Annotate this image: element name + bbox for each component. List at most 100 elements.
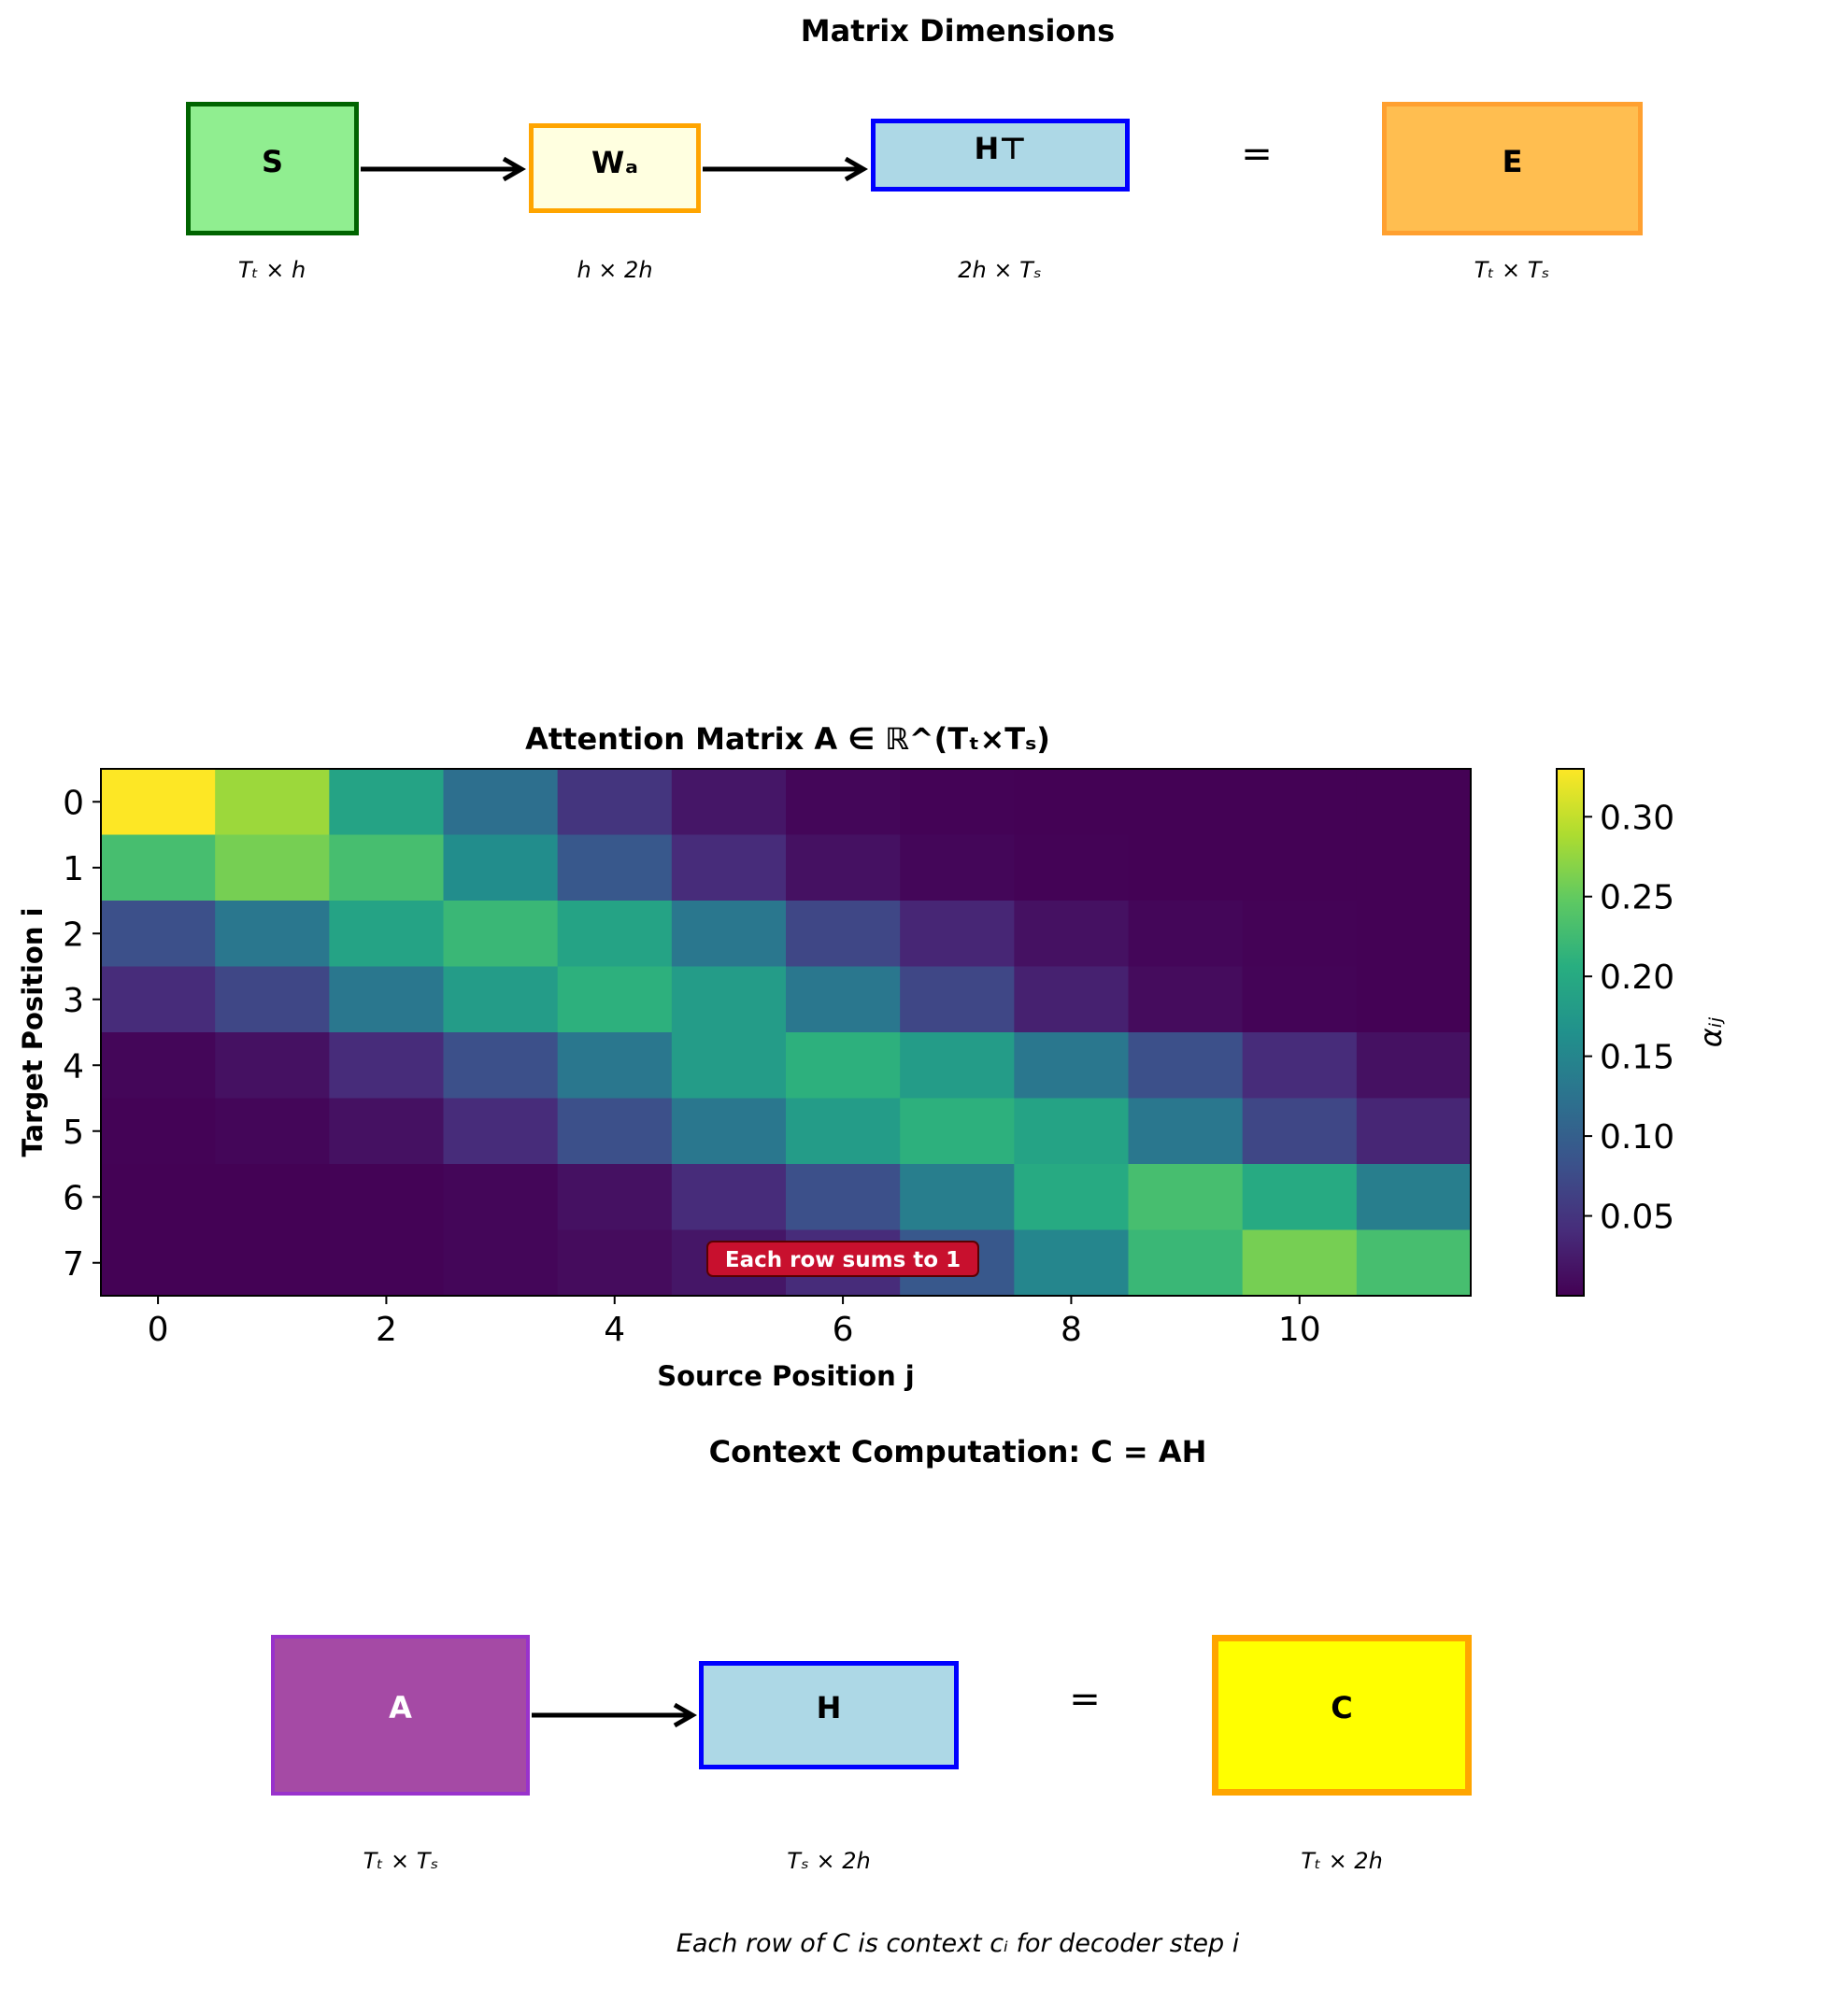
heatmap-cell (557, 1229, 673, 1297)
heatmap-cell (215, 1229, 330, 1297)
dim-label-wa: h × 2h (577, 257, 653, 283)
heatmap-cell (101, 1032, 216, 1100)
matrix-box-wa: Wₐ (529, 123, 701, 213)
heatmap-cell (1356, 1032, 1472, 1100)
heatmap-cell (1014, 834, 1130, 902)
heatmap-cell (786, 901, 901, 968)
heatmap-cell (671, 834, 787, 902)
matrix-box-s: S (186, 102, 359, 235)
y-tick-label: 5 (63, 1114, 84, 1152)
y-tick-label: 4 (63, 1047, 84, 1086)
heatmap-cell (1128, 1098, 1244, 1165)
heatmap-cell (101, 901, 216, 968)
heatmap-cell (1014, 769, 1130, 836)
heatmap-cell (1128, 834, 1244, 902)
colorbar (1556, 768, 1585, 1297)
heatmap-cell (557, 966, 673, 1033)
heatmap-cell (900, 901, 1015, 968)
matrix-box-e: E (1382, 102, 1643, 235)
y-tick-label: 0 (63, 784, 84, 822)
x-tick-label: 0 (148, 1311, 169, 1349)
x-axis-label: Source Position j (657, 1360, 915, 1392)
heatmap-cell (1242, 901, 1358, 968)
heatmap-cell (443, 769, 559, 836)
heatmap-cell (1128, 1032, 1244, 1100)
matrix-label-h-transpose: H⊤ (974, 131, 1027, 166)
heatmap-cell (1014, 1032, 1130, 1100)
heatmap-cell (786, 1164, 901, 1231)
heatmap-cell (101, 966, 216, 1033)
heatmap-cell (443, 901, 559, 968)
heatmap-ticks: 0 2 4 6 8 10 0 1 2 3 4 5 6 7 (63, 784, 1321, 1349)
heatmap-cell (671, 769, 787, 836)
matrix-label-wa: Wₐ (591, 145, 638, 180)
heatmap-cell (786, 1032, 901, 1100)
matrix-label-c: C (1331, 1690, 1353, 1725)
heatmap-cell (1242, 1098, 1358, 1165)
x-tick-label: 4 (604, 1311, 625, 1349)
x-tick-label: 8 (1061, 1311, 1082, 1349)
matrix-box-h: H (699, 1661, 959, 1769)
heatmap-cell (900, 834, 1015, 902)
heatmap-cell (329, 1164, 445, 1231)
equals-sign-2: = (1069, 1678, 1101, 1721)
heatmap-cell (1128, 901, 1244, 968)
heatmap-cell (1356, 966, 1472, 1033)
heatmap-cell (215, 769, 330, 836)
x-tick-label: 6 (833, 1311, 854, 1349)
heatmap-cell (557, 834, 673, 902)
heatmap-cell (900, 1098, 1015, 1165)
heatmap-cell (329, 769, 445, 836)
context-caption: Each row of C is context cᵢ for decoder … (676, 1929, 1240, 1958)
heatmap-cell (1128, 1164, 1244, 1231)
matrix-dimensions-title: Matrix Dimensions (800, 13, 1116, 49)
heatmap-cell (443, 1032, 559, 1100)
heatmap-cell (443, 834, 559, 902)
colorbar-tick-label: 0.20 (1600, 958, 1674, 997)
heatmap-cell (215, 1164, 330, 1231)
y-tick-label: 1 (63, 850, 84, 888)
heatmap-cell (443, 1229, 559, 1297)
matrix-label-s: S (261, 144, 284, 179)
heatmap-cell (671, 966, 787, 1033)
heatmap-cell (215, 901, 330, 968)
y-axis-label: Target Position i (17, 907, 49, 1157)
heatmap-cell (786, 966, 901, 1033)
row-sum-annotation: Each row sums to 1 (725, 1248, 961, 1272)
heatmap-cell (215, 1032, 330, 1100)
heatmap-cell (1242, 834, 1358, 902)
heatmap-cell (101, 769, 216, 836)
heatmap-cell (1356, 901, 1472, 968)
heatmap-cell (1242, 1229, 1358, 1297)
heatmap-cell (671, 1098, 787, 1165)
heatmap-cell (329, 1098, 445, 1165)
heatmap-cell (329, 901, 445, 968)
colorbar-tick-label: 0.10 (1600, 1118, 1674, 1157)
heatmap-cell (557, 1164, 673, 1231)
heatmap-cell (329, 1032, 445, 1100)
heatmap-cell (671, 1032, 787, 1100)
heatmap-cell (1128, 769, 1244, 836)
heatmap-cell (1014, 1164, 1130, 1231)
matrix-box-h-transpose: H⊤ (871, 119, 1130, 192)
arrow-s-to-wa (361, 156, 526, 182)
heatmap-cell (786, 1098, 901, 1165)
colorbar-ticks: 0.05 0.10 0.15 0.20 0.25 0.30 (1584, 799, 1674, 1237)
colorbar-tick-label: 0.30 (1600, 799, 1674, 837)
arrow-wa-to-h (703, 156, 868, 182)
dim-label-a: Tₜ × Tₛ (363, 1848, 439, 1874)
colorbar-tick-label: 0.15 (1600, 1039, 1674, 1077)
heatmap-cell (1128, 966, 1244, 1033)
heatmap-cell (557, 1032, 673, 1100)
heatmap-cell (1356, 834, 1472, 902)
matrix-label-h: H (816, 1690, 842, 1725)
y-tick-label: 6 (63, 1179, 84, 1217)
heatmap-cell (557, 1098, 673, 1165)
dim-label-c: Tₜ × 2h (1301, 1848, 1383, 1874)
heatmap-cell (671, 901, 787, 968)
matrix-label-e: E (1502, 144, 1523, 179)
heatmap-cells (101, 769, 1472, 1297)
dim-label-s: Tₜ × h (237, 257, 306, 283)
x-tick-label: 2 (376, 1311, 397, 1349)
heatmap-cell (900, 1164, 1015, 1231)
